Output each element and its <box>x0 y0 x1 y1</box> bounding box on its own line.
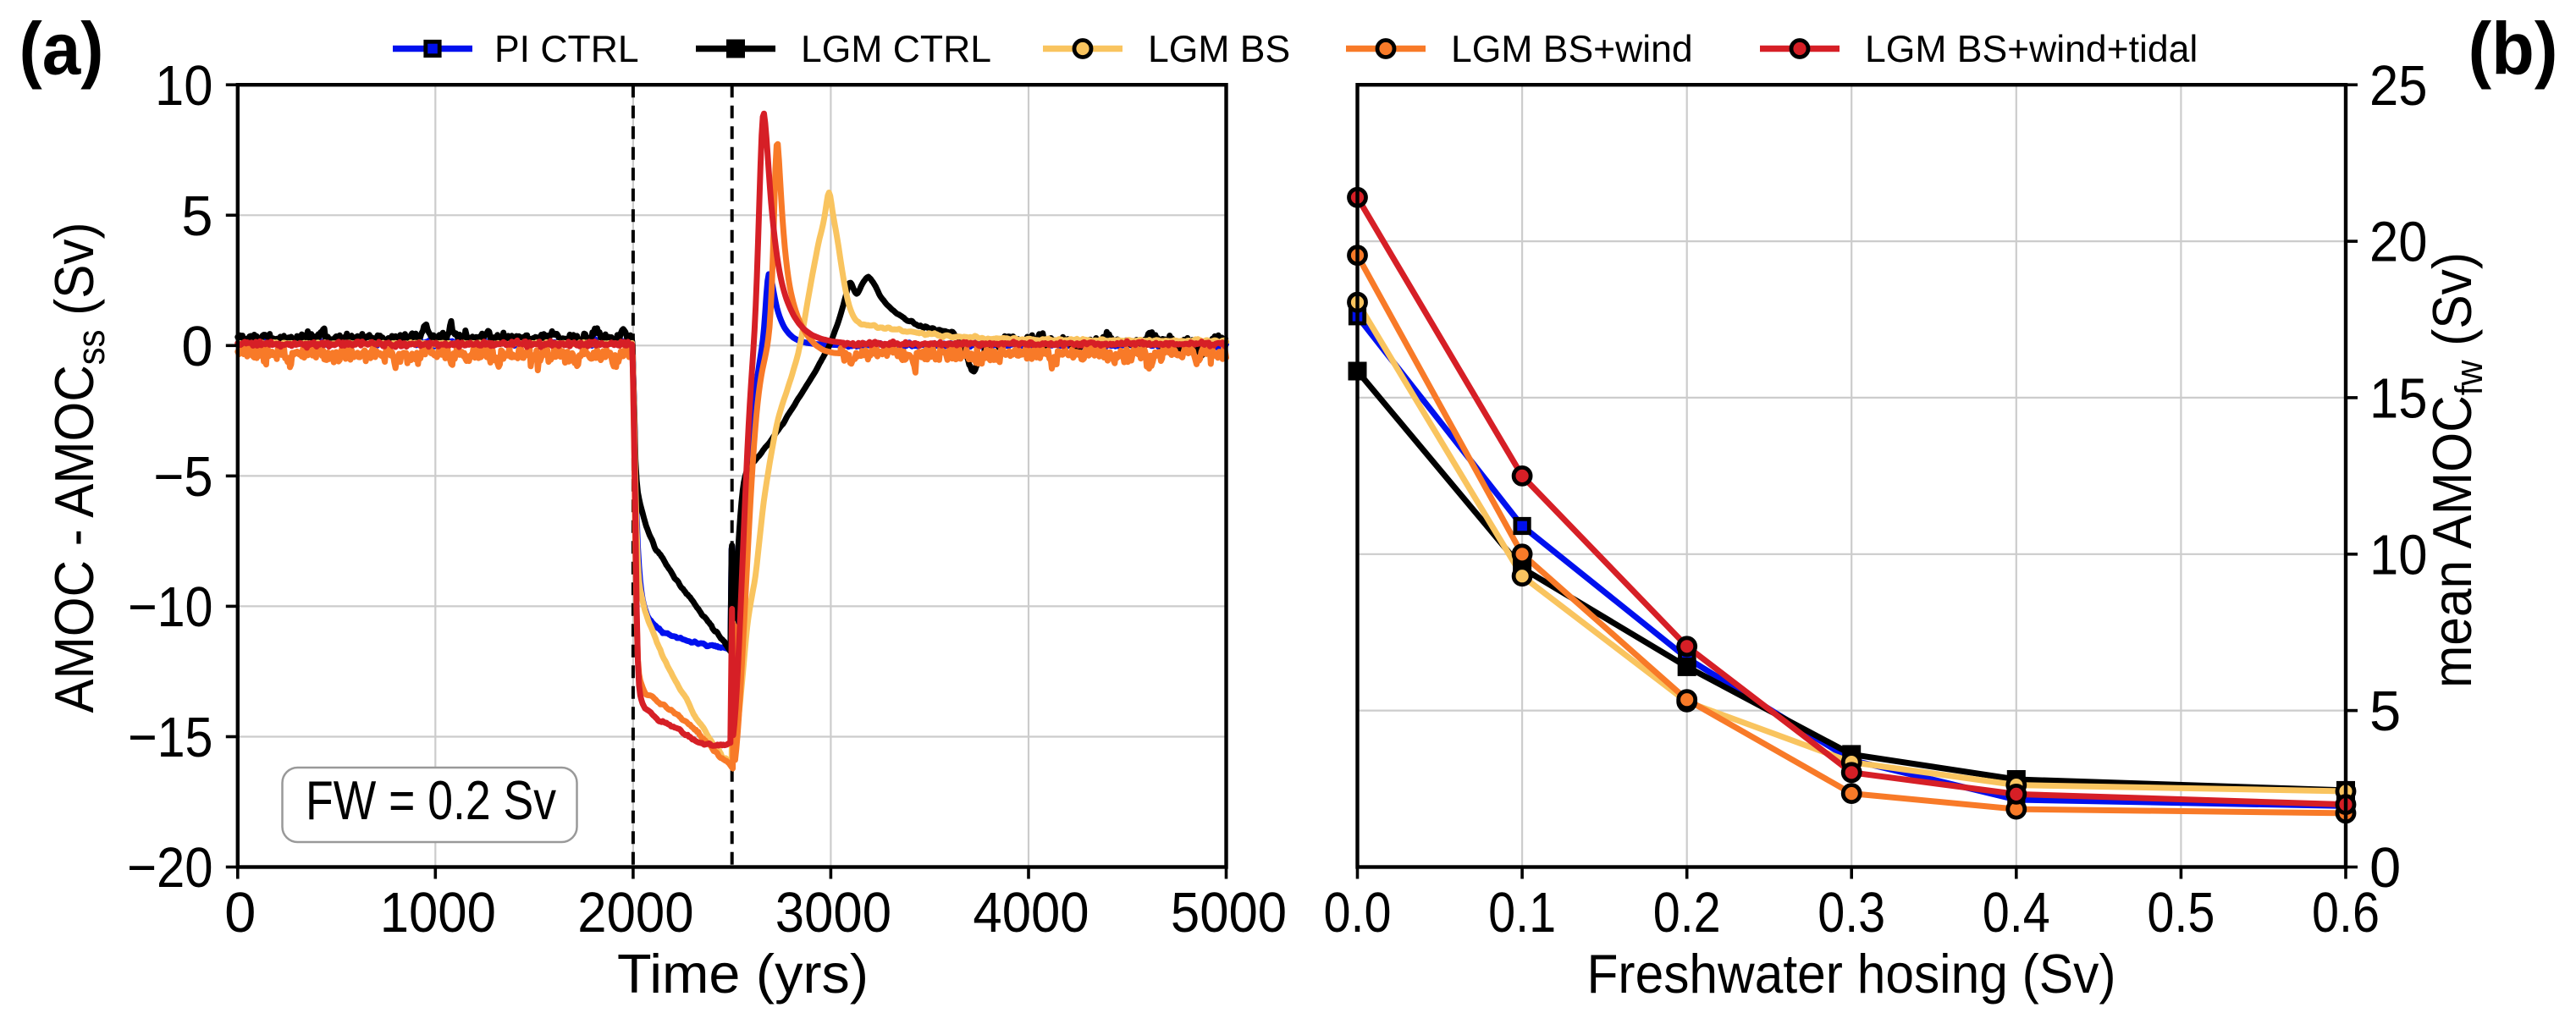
svg-text:fw: fw <box>2447 360 2491 395</box>
svg-text:5: 5 <box>2369 680 2401 743</box>
svg-text:0.3: 0.3 <box>1818 881 1885 944</box>
svg-text:10: 10 <box>2369 523 2428 586</box>
svg-text:20: 20 <box>2369 211 2428 274</box>
svg-text:−10: −10 <box>128 575 213 639</box>
svg-text:25: 25 <box>2369 54 2428 118</box>
svg-text:15: 15 <box>2369 367 2428 431</box>
svg-text:AMOC - AMOC: AMOC - AMOC <box>43 365 105 713</box>
svg-text:LGM BS+wind+tidal: LGM BS+wind+tidal <box>1865 29 2198 70</box>
svg-text:5: 5 <box>181 184 212 248</box>
svg-text:0: 0 <box>2369 836 2401 900</box>
svg-text:−15: −15 <box>128 706 213 769</box>
svg-text:LGM CTRL: LGM CTRL <box>801 29 991 70</box>
svg-text:(Sv): (Sv) <box>43 223 105 330</box>
svg-text:(Sv): (Sv) <box>2421 252 2483 361</box>
svg-text:FW = 0.2 Sv: FW = 0.2 Sv <box>306 769 556 831</box>
svg-text:0.2: 0.2 <box>1653 881 1721 944</box>
svg-text:LGM BS+wind: LGM BS+wind <box>1451 29 1693 70</box>
svg-text:Time (yrs): Time (yrs) <box>617 943 869 1005</box>
svg-text:4000: 4000 <box>973 881 1089 944</box>
svg-text:mean AMOC: mean AMOC <box>2421 395 2483 688</box>
svg-text:0.5: 0.5 <box>2147 881 2215 944</box>
svg-text:3000: 3000 <box>775 881 891 944</box>
svg-text:Freshwater hosing (Sv): Freshwater hosing (Sv) <box>1587 943 2116 1005</box>
svg-text:0.0: 0.0 <box>1324 881 1392 944</box>
svg-text:0.4: 0.4 <box>1983 881 2050 944</box>
svg-text:−20: −20 <box>127 836 213 900</box>
svg-text:(b): (b) <box>2468 8 2558 91</box>
svg-text:PI CTRL: PI CTRL <box>494 29 639 70</box>
svg-text:2000: 2000 <box>577 881 693 944</box>
svg-text:(a): (a) <box>19 8 104 91</box>
svg-text:0: 0 <box>181 315 212 378</box>
svg-text:10: 10 <box>155 54 213 118</box>
svg-text:LGM BS: LGM BS <box>1148 29 1290 70</box>
svg-text:0.1: 0.1 <box>1488 881 1556 944</box>
svg-text:ss: ss <box>69 330 113 366</box>
svg-text:−5: −5 <box>153 445 212 509</box>
svg-text:5000: 5000 <box>1171 881 1287 944</box>
svg-text:0: 0 <box>224 881 256 944</box>
svg-text:0.6: 0.6 <box>2312 881 2380 944</box>
svg-text:1000: 1000 <box>380 881 496 944</box>
